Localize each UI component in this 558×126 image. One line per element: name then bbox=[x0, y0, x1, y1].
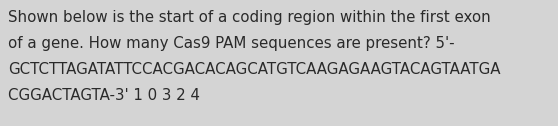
Text: CGGACTAGTA-3' 1 0 3 2 4: CGGACTAGTA-3' 1 0 3 2 4 bbox=[8, 88, 200, 103]
Text: GCTCTTAGATATTCCACGACACAGCATGTCAAGAGAAGTACAGTAATGA: GCTCTTAGATATTCCACGACACAGCATGTCAAGAGAAGTA… bbox=[8, 62, 501, 77]
Text: of a gene. How many Cas9 PAM sequences are present? 5'-: of a gene. How many Cas9 PAM sequences a… bbox=[8, 36, 455, 51]
Text: Shown below is the start of a coding region within the first exon: Shown below is the start of a coding reg… bbox=[8, 10, 490, 25]
